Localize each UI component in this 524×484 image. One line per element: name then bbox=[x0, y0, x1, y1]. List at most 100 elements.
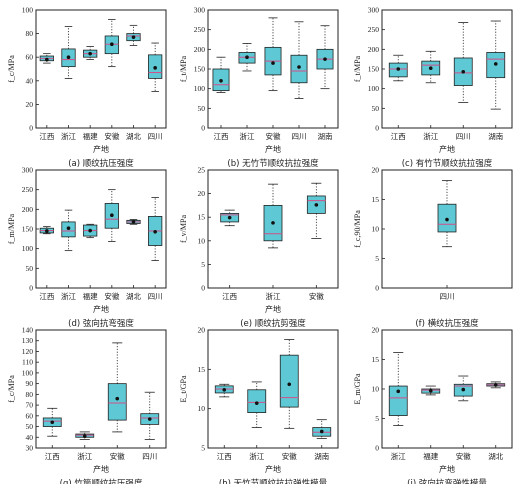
y-tick-label: 20 bbox=[372, 166, 380, 175]
box-plot-2 bbox=[83, 223, 98, 239]
box-plot-1 bbox=[263, 183, 283, 249]
y-axis-label: f_c/MPa bbox=[7, 375, 16, 403]
y-tick-label: 20 bbox=[198, 326, 206, 335]
subfigure-caption: (d) 弦向抗弯强度 bbox=[68, 318, 134, 329]
y-axis-label: f_c,90/MPa bbox=[353, 210, 362, 248]
mean-point bbox=[110, 213, 114, 218]
box-plot-5 bbox=[148, 197, 163, 261]
category-label: 福建 bbox=[83, 291, 98, 301]
box-plot-4 bbox=[126, 24, 141, 46]
category-label: 湖南 bbox=[488, 131, 503, 141]
x-axis-label: 产地 bbox=[93, 304, 109, 314]
y-tick-label: 250 bbox=[22, 185, 34, 194]
box-plot-0 bbox=[39, 53, 54, 64]
category-label: 江西 bbox=[217, 452, 232, 461]
y-tick-label: 80 bbox=[26, 29, 34, 38]
box-plot-3 bbox=[290, 21, 308, 99]
mean-point bbox=[131, 220, 136, 224]
y-tick-label: 20 bbox=[372, 326, 380, 335]
y-tick-label: 0 bbox=[201, 124, 205, 133]
box-plot-2 bbox=[453, 375, 473, 402]
category-label: 湖北 bbox=[126, 292, 141, 301]
x-axis-label: 产地 bbox=[265, 304, 281, 314]
mean-point bbox=[396, 67, 401, 71]
category-label: 湖南 bbox=[318, 131, 333, 141]
y-tick-label: 130 bbox=[22, 336, 34, 345]
mean-point bbox=[45, 229, 49, 233]
x-axis-label: 产地 bbox=[265, 464, 281, 474]
y-tick-label: 0 bbox=[29, 284, 33, 293]
y-axis-label: f_t/MPa bbox=[353, 55, 362, 82]
category-label: 安徽 bbox=[104, 131, 119, 141]
box-plot-0 bbox=[388, 352, 408, 426]
mean-point bbox=[461, 69, 466, 74]
y-tick-label: 0 bbox=[201, 284, 205, 293]
box-plot-1 bbox=[238, 43, 256, 72]
category-label: 四川 bbox=[292, 132, 307, 141]
subfigure-caption: (a) 顺纹抗压强度 bbox=[68, 158, 134, 169]
iqr-box bbox=[107, 383, 127, 421]
iqr-box bbox=[290, 54, 308, 84]
iqr-box bbox=[279, 354, 299, 408]
y-tick-label: 60 bbox=[26, 411, 34, 420]
box-plot-0 bbox=[388, 54, 408, 82]
category-label: 湖北 bbox=[488, 452, 503, 461]
y-tick-label: 50 bbox=[372, 104, 380, 113]
chart-panel: 0 5 10 15 20 f_c,90/MPa 四川 (f) 横纹抗压强度 bbox=[353, 166, 513, 329]
box-plot-0 bbox=[39, 226, 54, 235]
box-plot-5 bbox=[148, 42, 163, 92]
y-tick-label: 5 bbox=[375, 254, 379, 263]
y-tick-label: 150 bbox=[368, 65, 380, 74]
y-tick-label: 40 bbox=[26, 76, 34, 85]
mean-point bbox=[110, 42, 114, 47]
mean-point bbox=[271, 61, 275, 65]
y-tick-label: 80 bbox=[26, 390, 34, 399]
category-label: 湖北 bbox=[126, 132, 141, 141]
y-tick-label: 250 bbox=[194, 25, 206, 34]
mean-point bbox=[115, 396, 120, 401]
mean-point bbox=[271, 221, 275, 225]
mean-point bbox=[493, 62, 498, 66]
category-label: 四川 bbox=[148, 132, 163, 141]
box-plot-2 bbox=[264, 17, 282, 92]
box-plot-0 bbox=[212, 56, 230, 93]
y-tick-label: 0 bbox=[375, 284, 379, 293]
mean-point bbox=[245, 55, 249, 59]
mean-point bbox=[219, 79, 223, 83]
y-tick-label: 300 bbox=[368, 6, 380, 15]
plot-frame bbox=[35, 9, 167, 129]
y-tick-label: 200 bbox=[368, 45, 380, 54]
category-label: 安徽 bbox=[266, 131, 281, 141]
subfigure-caption: (f) 横纹抗压强度 bbox=[415, 318, 479, 329]
y-tick-label: 150 bbox=[194, 65, 206, 74]
y-axis-label: E_m/GPa bbox=[353, 373, 362, 405]
y-tick-label: 200 bbox=[22, 205, 34, 214]
y-tick-label: 250 bbox=[368, 25, 380, 34]
y-tick-label: 5 bbox=[201, 260, 205, 269]
plot-frame bbox=[35, 329, 167, 449]
y-tick-label: 70 bbox=[26, 401, 34, 410]
box-plot-0 bbox=[214, 383, 234, 398]
category-label: 浙江 bbox=[61, 131, 76, 141]
category-label: 安徽 bbox=[110, 451, 125, 461]
mean-point bbox=[314, 203, 319, 207]
box-plot-0 bbox=[220, 209, 240, 227]
y-axis-label: f_m/MPa bbox=[7, 213, 16, 244]
box-plot-3 bbox=[486, 381, 506, 389]
x-axis-label: 产地 bbox=[93, 464, 109, 474]
y-tick-label: 10 bbox=[372, 225, 380, 234]
category-label: 江西 bbox=[39, 292, 54, 301]
y-tick-label: 10 bbox=[198, 404, 206, 413]
y-tick-label: 120 bbox=[22, 347, 34, 356]
category-label: 福建 bbox=[83, 131, 98, 141]
y-tick-label: 15 bbox=[372, 195, 380, 204]
category-label: 江西 bbox=[45, 452, 60, 461]
mean-point bbox=[50, 420, 55, 425]
box-plot-1 bbox=[247, 381, 267, 428]
y-tick-label: 20 bbox=[198, 189, 206, 198]
y-tick-label: 50 bbox=[198, 104, 206, 113]
